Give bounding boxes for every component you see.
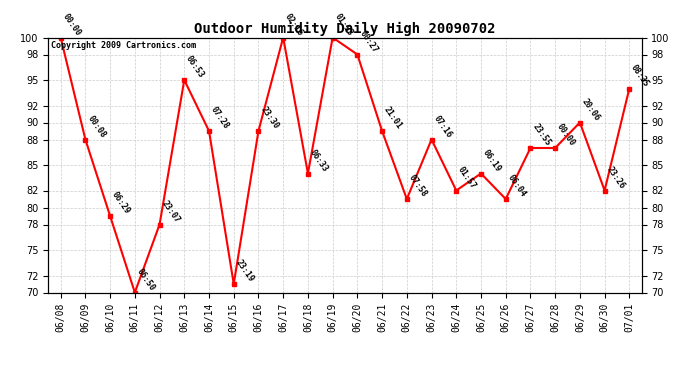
Text: 23:55: 23:55 — [531, 122, 552, 148]
Text: 00:08: 00:08 — [86, 114, 107, 140]
Text: 06:04: 06:04 — [506, 173, 527, 199]
Text: 23:19: 23:19 — [234, 258, 255, 284]
Text: 07:16: 07:16 — [431, 114, 453, 140]
Text: 23:26: 23:26 — [604, 165, 627, 190]
Text: 07:28: 07:28 — [209, 105, 230, 131]
Text: 08:35: 08:35 — [629, 63, 651, 88]
Text: 00:00: 00:00 — [555, 122, 577, 148]
Text: 00:27: 00:27 — [357, 29, 379, 54]
Text: 07:58: 07:58 — [407, 173, 428, 199]
Text: 01:57: 01:57 — [456, 165, 478, 190]
Title: Outdoor Humidity Daily High 20090702: Outdoor Humidity Daily High 20090702 — [195, 22, 495, 36]
Text: 06:53: 06:53 — [184, 54, 206, 80]
Text: 06:50: 06:50 — [135, 267, 157, 292]
Text: 06:29: 06:29 — [110, 190, 132, 216]
Text: 06:33: 06:33 — [308, 148, 330, 174]
Text: 23:07: 23:07 — [159, 199, 181, 225]
Text: 00:00: 00:00 — [61, 12, 82, 38]
Text: 06:19: 06:19 — [481, 148, 503, 174]
Text: Copyright 2009 Cartronics.com: Copyright 2009 Cartronics.com — [51, 41, 196, 50]
Text: 01:53: 01:53 — [333, 12, 355, 38]
Text: 21:01: 21:01 — [382, 105, 404, 131]
Text: 20:06: 20:06 — [580, 97, 602, 123]
Text: 02:16: 02:16 — [283, 12, 305, 38]
Text: 23:30: 23:30 — [259, 105, 280, 131]
